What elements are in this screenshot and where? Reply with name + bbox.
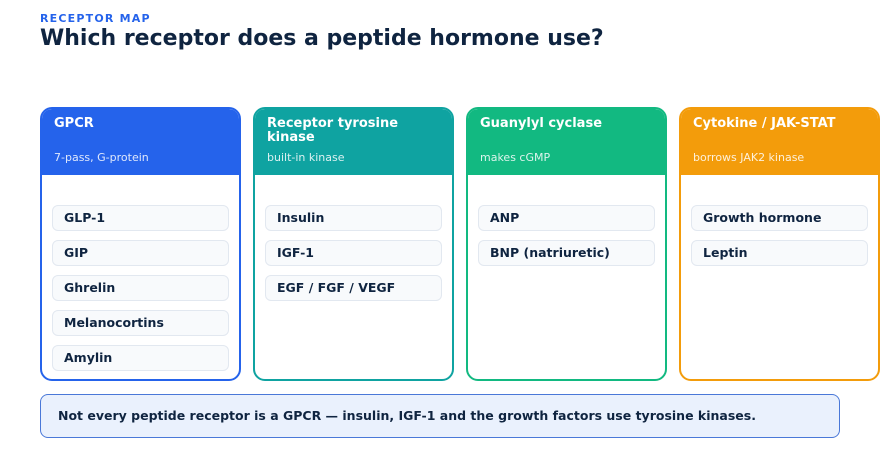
receptor-column: Cytokine / JAK-STAT borrows JAK2 kinase Gr… [679, 107, 880, 381]
page-title: Which receptor does a peptide hormone us… [40, 26, 604, 51]
column-title: Guanylyl cyclase [480, 116, 603, 131]
eyebrow: RECEPTOR MAP [40, 12, 151, 25]
hormone-list: Growth hormone Leptin [681, 175, 878, 266]
hormone-item: IGF-1 [265, 240, 442, 266]
hormone-item: Growth hormone [691, 205, 868, 231]
hormone-item: Leptin [691, 240, 868, 266]
column-title: Receptor tyrosine kinase [267, 116, 399, 145]
column-header: Cytokine / JAK-STAT borrows JAK2 kinase [681, 109, 878, 175]
column-title: GPCR [54, 116, 94, 131]
hormone-list: Insulin IGF-1 EGF / FGF / VEGF [255, 175, 452, 301]
column-subtitle: 7-pass, G-protein [54, 151, 149, 164]
hormone-list: GLP-1 GIP Ghrelin Melanocortins Amylin [42, 175, 239, 371]
hormone-item: EGF / FGF / VEGF [265, 275, 442, 301]
column-header: Receptor tyrosine kinase built-in kinase [255, 109, 452, 175]
receptor-column: Guanylyl cyclase makes cGMP ANP BNP (natriu… [466, 107, 667, 381]
column-subtitle: built-in kinase [267, 151, 345, 164]
hormone-item: Ghrelin [52, 275, 229, 301]
receptor-column: Receptor tyrosine kinase built-in kinase I… [253, 107, 454, 381]
receptor-column: GPCR 7-pass, G-protein GLP-1 GIP Ghrelin Mela… [40, 107, 241, 381]
column-subtitle: makes cGMP [480, 151, 551, 164]
hormone-item: GLP-1 [52, 205, 229, 231]
hormone-item: GIP [52, 240, 229, 266]
hormone-list: ANP BNP (natriuretic) [468, 175, 665, 266]
column-subtitle: borrows JAK2 kinase [693, 151, 805, 164]
hormone-item: ANP [478, 205, 655, 231]
hormone-item: Amylin [52, 345, 229, 371]
column-header: GPCR 7-pass, G-protein [42, 109, 239, 175]
column-header: Guanylyl cyclase makes cGMP [468, 109, 665, 175]
note: Not every peptide receptor is a GPCR — i… [40, 394, 840, 438]
column-title: Cytokine / JAK-STAT [693, 116, 836, 131]
hormone-item: Melanocortins [52, 310, 229, 336]
hormone-item: BNP (natriuretic) [478, 240, 655, 266]
hormone-item: Insulin [265, 205, 442, 231]
